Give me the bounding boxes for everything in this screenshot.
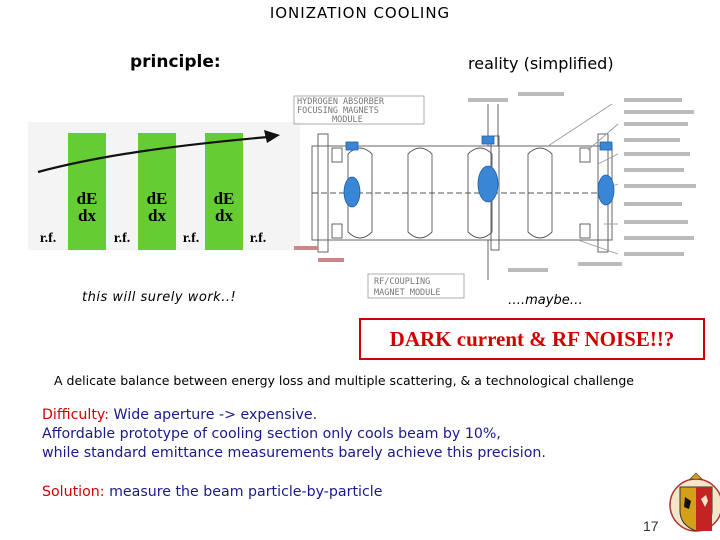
callout-text-15 bbox=[318, 258, 344, 262]
absorber-3-label-bottom: dx bbox=[215, 206, 233, 225]
absorber-cap-2 bbox=[481, 135, 495, 145]
difficulty-label: Difficulty: bbox=[42, 407, 110, 423]
solution-label: Solution: bbox=[42, 484, 105, 500]
crest-key bbox=[701, 495, 708, 507]
solution-block: Solution: measure the beam particle-by-p… bbox=[42, 484, 382, 500]
coil-block-top-2 bbox=[579, 147, 591, 163]
crest-top bbox=[689, 472, 703, 480]
solution-text: measure the beam particle-by-particle bbox=[104, 484, 383, 500]
reality-label-focusing: FOCUSING MAGNETS bbox=[297, 106, 379, 116]
principle-heading: principle: bbox=[130, 52, 221, 72]
callout-text-6 bbox=[624, 168, 684, 172]
slide-title: IONIZATION COOLING bbox=[269, 4, 451, 22]
callout-text-4 bbox=[624, 138, 680, 142]
coil-block-bottom-2 bbox=[579, 223, 591, 239]
absorber-3-label-top: dE bbox=[214, 189, 235, 208]
coil-block-top-1 bbox=[331, 147, 343, 163]
absorber-1-label-bottom: dx bbox=[78, 206, 96, 225]
callout-text-12 bbox=[468, 98, 508, 102]
coil-block-bottom-1 bbox=[331, 223, 343, 239]
reality-heading: reality (simplified) bbox=[468, 54, 614, 73]
difficulty-block: Difficulty: Wide aperture -> expensive. … bbox=[42, 406, 546, 463]
callout-text-7 bbox=[624, 184, 696, 188]
reality-label-rf-coupling: RF/COUPLING bbox=[374, 277, 430, 287]
balance-statement: A delicate balance between energy loss a… bbox=[54, 373, 634, 388]
rf-label-box bbox=[367, 273, 465, 299]
callout-text-5 bbox=[624, 152, 690, 156]
absorber-label-box bbox=[293, 95, 425, 125]
difficulty-text-1: Wide aperture -> expensive. bbox=[109, 407, 318, 423]
leader-line-2 bbox=[587, 123, 619, 151]
beam-arrow-head bbox=[264, 130, 280, 143]
difficulty-line-1: Difficulty: Wide aperture -> expensive. bbox=[42, 406, 546, 425]
beam-arrow-line bbox=[37, 135, 269, 174]
callout-text-9 bbox=[624, 220, 688, 224]
leader-line-1 bbox=[547, 103, 613, 147]
cavity-cell-2 bbox=[407, 147, 433, 239]
callout-text-3 bbox=[624, 122, 688, 126]
callout-text-13 bbox=[518, 92, 564, 96]
rf-label-4: r.f. bbox=[250, 231, 267, 246]
reality-label-absorber: HYDROGEN ABSORBER bbox=[297, 97, 385, 107]
absorber-window-2 bbox=[477, 165, 499, 203]
university-crest-icon bbox=[669, 472, 720, 532]
absorber-block-2 bbox=[138, 133, 176, 250]
callout-text-14 bbox=[294, 246, 318, 250]
absorber-window-1 bbox=[343, 176, 361, 208]
absorber-cap-1 bbox=[345, 141, 359, 151]
difficulty-line-3: while standard emittance measurements ba… bbox=[42, 445, 546, 461]
absorber-2-label-top: dE bbox=[147, 189, 168, 208]
leader-line-3 bbox=[597, 153, 619, 165]
warning-text: DARK current & RF NOISE!!? bbox=[389, 326, 675, 351]
cavity-cell-3 bbox=[467, 147, 493, 239]
principle-caption: this will surely work..! bbox=[82, 290, 237, 305]
absorber-cap-3 bbox=[599, 141, 613, 151]
absorber-2-label-bottom: dx bbox=[148, 206, 166, 225]
rf-label-2: r.f. bbox=[114, 231, 131, 246]
rf-label-3: r.f. bbox=[183, 231, 200, 246]
rf-label-1: r.f. bbox=[40, 231, 57, 246]
cavity-cell-4 bbox=[527, 147, 553, 239]
callout-text-8 bbox=[624, 202, 682, 206]
callout-text-10 bbox=[624, 236, 694, 240]
callout-text-2 bbox=[624, 110, 694, 114]
flange-left bbox=[317, 133, 329, 253]
page-number: 17 bbox=[643, 518, 659, 534]
absorber-1-label-top: dE bbox=[77, 189, 98, 208]
callout-text-16 bbox=[508, 268, 548, 272]
absorber-block-3 bbox=[205, 133, 243, 250]
difficulty-line-2: Affordable prototype of cooling section … bbox=[42, 426, 501, 442]
crest-right-half bbox=[696, 487, 712, 531]
reality-label-module: MODULE bbox=[332, 115, 363, 125]
warning-box: DARK current & RF NOISE!!? bbox=[359, 318, 705, 360]
principle-diagram: dE dx dE dx dE dx r.f. r.f. r.f. r.f. bbox=[28, 122, 300, 250]
reality-label-magnet-module: MAGNET MODULE bbox=[374, 288, 441, 298]
absorber-window-3 bbox=[597, 174, 615, 206]
leader-line-6 bbox=[577, 239, 619, 255]
reality-diagram: HYDROGEN ABSORBER FOCUSING MAGNETS MODUL… bbox=[293, 92, 696, 299]
callout-text-17 bbox=[578, 262, 622, 266]
callout-text-11 bbox=[624, 252, 684, 256]
callout-text-1 bbox=[624, 98, 682, 102]
absorber-block-1 bbox=[68, 133, 106, 250]
reality-caption: ….maybe… bbox=[508, 293, 583, 308]
crest-eagle bbox=[684, 497, 691, 509]
